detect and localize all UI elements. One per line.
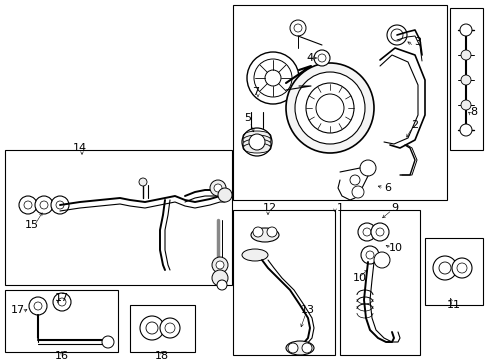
Circle shape [315,94,343,122]
Circle shape [212,270,227,286]
Ellipse shape [305,83,353,133]
Circle shape [29,297,47,315]
Text: 10: 10 [388,243,402,253]
Text: 9: 9 [390,203,398,213]
Circle shape [24,201,32,209]
Circle shape [289,20,305,36]
Text: 12: 12 [263,203,277,213]
Circle shape [349,175,359,185]
Text: 6: 6 [384,183,391,193]
Circle shape [386,25,406,45]
Circle shape [51,196,69,214]
Circle shape [264,70,281,86]
Circle shape [460,50,470,60]
Circle shape [460,100,470,110]
Circle shape [146,322,158,334]
Circle shape [432,256,456,280]
Bar [130,305,195,352]
Circle shape [460,75,470,85]
Text: 18: 18 [155,351,169,360]
Text: 10: 10 [352,273,366,283]
Circle shape [313,50,329,66]
Circle shape [40,201,48,209]
Circle shape [139,178,147,186]
Ellipse shape [285,341,313,355]
Circle shape [365,251,373,259]
Bar [232,210,334,355]
Circle shape [218,188,231,202]
Circle shape [293,24,302,32]
Text: 16: 16 [55,351,69,360]
Circle shape [357,223,375,241]
Circle shape [266,227,276,237]
Ellipse shape [243,135,270,145]
Circle shape [217,280,226,290]
Ellipse shape [243,143,270,153]
Text: 14: 14 [73,143,87,153]
Circle shape [456,263,466,273]
Text: 2: 2 [410,120,418,130]
Circle shape [212,257,227,273]
Circle shape [53,293,71,311]
Circle shape [209,180,225,196]
Circle shape [459,24,471,36]
Text: 11: 11 [446,300,460,310]
Circle shape [34,302,42,310]
Circle shape [287,343,297,353]
Ellipse shape [285,63,373,153]
Circle shape [253,59,291,97]
Circle shape [362,228,370,236]
Circle shape [58,298,66,306]
Circle shape [252,227,263,237]
Circle shape [19,196,37,214]
Text: 1: 1 [336,203,343,213]
Circle shape [317,54,325,62]
Circle shape [35,196,53,214]
Bar [424,238,482,305]
Bar [5,290,118,352]
Text: 13: 13 [301,305,314,315]
Ellipse shape [294,72,364,144]
Circle shape [164,323,175,333]
Circle shape [56,201,64,209]
Circle shape [370,223,388,241]
Text: 17: 17 [55,293,69,303]
Circle shape [375,228,383,236]
Circle shape [438,262,450,274]
Circle shape [216,261,224,269]
Circle shape [359,160,375,176]
Circle shape [373,252,389,268]
Circle shape [140,316,163,340]
Text: 8: 8 [469,107,477,117]
Circle shape [302,343,311,353]
Circle shape [351,186,363,198]
Ellipse shape [250,228,279,242]
Circle shape [390,29,402,41]
Bar [232,5,446,200]
Circle shape [102,336,114,348]
Text: 17: 17 [11,305,25,315]
Ellipse shape [243,139,270,149]
Bar [5,150,231,285]
Circle shape [246,52,298,104]
Circle shape [459,124,471,136]
Text: 4: 4 [306,53,313,63]
Circle shape [160,318,180,338]
Ellipse shape [243,131,270,141]
Circle shape [360,246,378,264]
Text: 15: 15 [25,220,39,230]
Ellipse shape [242,249,267,261]
Text: 5: 5 [244,113,251,123]
Text: 7: 7 [252,87,259,97]
Bar [449,8,482,150]
Text: 3: 3 [414,37,421,47]
Bar [339,210,419,355]
Circle shape [248,134,264,150]
Circle shape [451,258,471,278]
Circle shape [214,184,222,192]
